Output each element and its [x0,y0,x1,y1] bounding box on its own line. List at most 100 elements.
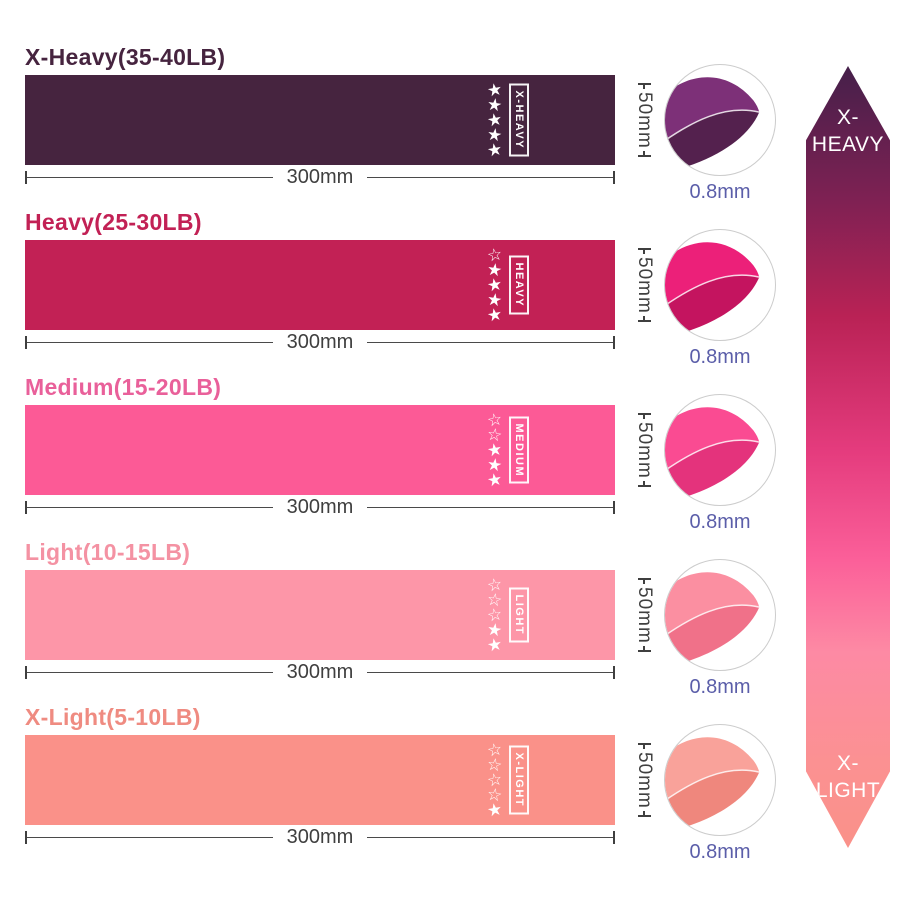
band-fold-photo [664,559,776,671]
dimension-tick [25,665,27,679]
dimension-tick [637,155,651,158]
width-dimension-label: 300mm [286,331,354,353]
star-rating-icons: ☆ ☆ ★ ★ ★ [485,409,504,491]
band-strength-label: LIGHT [509,587,529,643]
band-rating-group: ☆ ☆ ★ ★ ★ MEDIUM [485,409,529,491]
dimension-line [367,671,614,673]
band-title: Medium(15-20LB) [25,374,222,400]
height-dimension-marker: 50mm [622,570,666,660]
dimension-tick [643,84,645,89]
dimension-tick [613,830,616,844]
band-swatch: ☆ ★ ★ ★ ★ HEAVY [25,240,615,330]
dimension-tick [613,335,616,349]
dimension-line [27,506,273,508]
dimension-tick [25,170,27,184]
band-strength-label: HEAVY [509,255,529,315]
band-row: Medium(15-20LB) ☆ ☆ ★ ★ ★ MEDIUM 50mm 300mm [0,370,900,535]
dimension-line [367,836,614,838]
band-fold-photo [664,229,776,341]
height-dimension-label: 50mm [634,91,655,149]
dimension-tick [643,481,645,486]
folded-band-illustration [665,242,760,338]
dimension-tick [637,412,651,415]
dimension-line [367,506,614,508]
folded-band-illustration [665,407,760,503]
dimension-line [367,176,614,178]
band-swatch: ☆ ☆ ★ ★ ★ MEDIUM [25,405,615,495]
band-strength-label: X-HEAVY [509,83,529,157]
band-title: X-Light(5-10LB) [25,704,201,730]
band-swatch: ★ ★ ★ ★ ★ X-HEAVY [25,75,615,165]
band-strength-label: MEDIUM [509,416,529,484]
dimension-line [367,341,614,343]
dimension-tick [637,485,651,488]
dimension-line [27,341,273,343]
arrow-bottom-label-line2: LIGHT [815,779,881,802]
band-row: Heavy(25-30LB) ☆ ★ ★ ★ ★ HEAVY 50mm 300mm [0,205,900,370]
dimension-tick [637,247,651,250]
height-dimension-marker: 50mm [622,240,666,330]
band-title: Light(10-15LB) [25,539,191,565]
star-filled-icon: ★ [485,469,504,491]
thickness-label: 0.8mm [689,181,751,203]
arrow-top-label: X- HEAVY [806,104,890,158]
width-dimension-marker: 300mm [25,661,616,683]
band-rating-group: ☆ ☆ ☆ ☆ ★ X-LIGHT [485,739,529,821]
band-strength-label: X-LIGHT [509,745,529,815]
band-row: X-Heavy(35-40LB) ★ ★ ★ ★ ★ X-HEAVY 50mm 300m… [0,40,900,205]
dimension-tick [643,151,645,156]
dimension-tick [637,742,651,745]
dimension-tick [613,665,616,679]
height-dimension-marker: 50mm [622,405,666,495]
band-fold-photo [664,394,776,506]
dimension-line [27,176,273,178]
dimension-tick [643,414,645,419]
star-filled-icon: ★ [485,634,504,656]
width-dimension-marker: 300mm [25,331,616,353]
height-dimension-label: 50mm [634,586,655,644]
folded-band-illustration [665,737,760,833]
dimension-tick [637,650,651,653]
star-rating-icons: ☆ ☆ ☆ ★ ★ [485,574,504,656]
arrow-bottom-label-line1: X- [837,752,859,775]
dimension-line [27,671,273,673]
band-title: Heavy(25-30LB) [25,209,202,235]
dimension-tick [643,811,645,816]
width-dimension-label: 300mm [286,661,354,683]
band-fold-photo [664,724,776,836]
dimension-line [27,836,273,838]
arrow-bottom-label: X- LIGHT [806,750,890,804]
dimension-tick [25,830,27,844]
band-row: Light(10-15LB) ☆ ☆ ☆ ★ ★ LIGHT 50mm 300mm [0,535,900,700]
dimension-tick [643,744,645,749]
width-dimension-label: 300mm [286,826,354,848]
width-dimension-marker: 300mm [25,826,616,848]
height-dimension-marker: 50mm [622,75,666,165]
thickness-label: 0.8mm [689,511,751,533]
dimension-tick [637,577,651,580]
width-dimension-marker: 300mm [25,496,616,518]
band-title: X-Heavy(35-40LB) [25,44,226,70]
dimension-tick [643,579,645,584]
dimension-tick [25,500,27,514]
width-dimension-label: 300mm [286,496,354,518]
star-filled-icon: ★ [485,304,504,326]
dimension-tick [637,815,651,818]
width-dimension-marker: 300mm [25,167,616,187]
dimension-tick [643,249,645,254]
band-swatch: ☆ ☆ ☆ ☆ ★ X-LIGHT [25,735,615,825]
dimension-tick [613,170,616,184]
band-rating-group: ☆ ★ ★ ★ ★ HEAVY [485,244,529,326]
dimension-tick [637,82,651,85]
folded-band-illustration [665,572,760,668]
star-rating-icons: ☆ ☆ ☆ ☆ ★ [485,739,504,821]
height-dimension-label: 50mm [634,256,655,314]
band-rating-group: ★ ★ ★ ★ ★ X-HEAVY [485,79,529,161]
star-filled-icon: ★ [485,799,504,821]
band-rating-group: ☆ ☆ ☆ ★ ★ LIGHT [485,574,529,656]
strength-gradient-arrow: X- HEAVY X- LIGHT [806,66,890,848]
dimension-tick [643,316,645,321]
dimension-tick [643,646,645,651]
thickness-label: 0.8mm [689,841,751,863]
arrow-top-label-line1: X- [837,106,859,129]
